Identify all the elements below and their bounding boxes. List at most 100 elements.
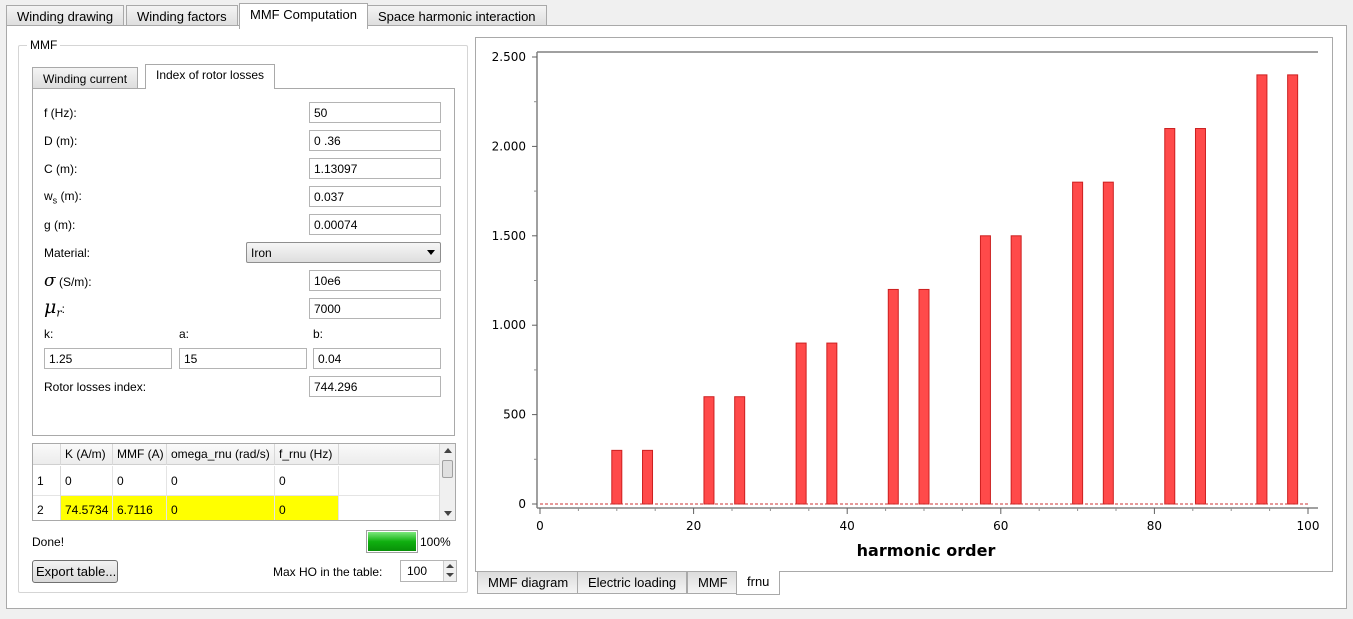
chart-bar <box>1194 128 1206 505</box>
progress-bar-fill <box>368 532 416 551</box>
chart-panel: 0 500 1.000 1.500 2.000 2.500 0 20 40 60 80 100 har… <box>475 37 1333 572</box>
table-cell[interactable]: 74.5734 <box>61 496 113 520</box>
max-ho-label: Max HO in the table: <box>273 565 383 579</box>
chart-bar <box>1287 74 1299 505</box>
chart-bar <box>887 288 899 505</box>
tab-electric-loading[interactable]: Electric loading <box>577 572 688 594</box>
row-header: 1 <box>33 466 61 496</box>
table-cell[interactable]: 0 <box>113 466 167 496</box>
d-input[interactable]: 0 .36 <box>309 130 441 151</box>
rotor-losses-index-output: 744.296 <box>309 376 441 397</box>
chart-bar <box>826 342 838 505</box>
col-header-k[interactable]: K (A/m) <box>61 444 113 465</box>
table-header: K (A/m) MMF (A) omega_rnu (rad/s) f_rnu … <box>33 444 441 465</box>
tab-frnu[interactable]: frnu <box>736 571 781 595</box>
rotor-losses-index-label: Rotor losses index: <box>44 380 147 394</box>
chart-bar <box>703 396 715 505</box>
b-label: b: <box>313 327 324 341</box>
c-input[interactable]: 1.13097 <box>309 158 441 179</box>
chart-bar <box>1010 235 1022 505</box>
scroll-down-icon[interactable] <box>444 511 452 516</box>
spin-buttons[interactable] <box>443 561 456 581</box>
f-label: f (Hz): <box>44 106 77 120</box>
table-cell[interactable]: 0 <box>61 466 113 496</box>
spin-up-icon[interactable] <box>446 564 454 568</box>
tab-mmf[interactable]: MMF <box>687 572 739 594</box>
chart-bar <box>979 235 991 505</box>
k-input[interactable]: 1.25 <box>44 348 172 369</box>
f-input[interactable]: 50 <box>309 102 441 123</box>
chart-bar <box>611 449 623 505</box>
table-corner <box>33 444 61 465</box>
chart-bar <box>918 288 930 505</box>
a-input[interactable]: 15 <box>179 348 307 369</box>
tab-mmf-diagram[interactable]: MMF diagram <box>477 572 580 594</box>
col-header-frnu[interactable]: f_rnu (Hz) <box>275 444 339 465</box>
chart-bar <box>642 449 654 505</box>
export-table-button[interactable]: Export table... <box>32 560 118 583</box>
chart-bars <box>611 74 1299 505</box>
x-tick-label: 80 <box>1147 519 1162 533</box>
g-input[interactable]: 0.00074 <box>309 214 441 235</box>
ws-label: ws (m): <box>44 189 82 205</box>
tab-space-harmonic-interaction[interactable]: Space harmonic interaction <box>367 5 547 27</box>
max-ho-value: 100 <box>407 564 428 578</box>
a-label: a: <box>179 327 190 341</box>
g-label: g (m): <box>44 218 76 232</box>
col-header-mmf[interactable]: MMF (A) <box>113 444 167 465</box>
sigma-label-rest: (S/m): <box>55 275 92 289</box>
ws-label-rest: (m): <box>57 189 82 203</box>
material-select-value: Iron <box>251 246 272 260</box>
y-tick-label: 2.500 <box>492 50 526 64</box>
tab-index-of-rotor-losses[interactable]: Index of rotor losses <box>145 64 276 89</box>
progress-label: 100% <box>420 535 451 549</box>
c-label: C (m): <box>44 162 78 176</box>
col-header-omega[interactable]: omega_rnu (rad/s) <box>167 444 275 465</box>
table-row[interactable]: 1 0 0 0 0 <box>33 466 441 496</box>
mu-input[interactable]: 7000 <box>309 298 441 319</box>
mu-label-rest: : <box>61 302 65 316</box>
chart-axes: 0 500 1.000 1.500 2.000 2.500 0 20 40 60 80 100 <box>492 50 1320 533</box>
y-tick-label: 500 <box>503 408 526 422</box>
row-header: 2 <box>33 496 61 520</box>
tab-winding-drawing[interactable]: Winding drawing <box>6 5 125 27</box>
y-tick-label: 1.000 <box>492 318 526 332</box>
chart-bar <box>734 396 746 505</box>
scrollbar-thumb[interactable] <box>442 460 453 478</box>
y-tick-label: 2.000 <box>492 139 526 153</box>
ws-input[interactable]: 0.037 <box>309 186 441 207</box>
chart-bar <box>1164 128 1176 505</box>
mu-label: μr: <box>44 296 65 319</box>
table-cell[interactable]: 0 <box>167 496 275 520</box>
table-cell[interactable]: 6.7116 <box>113 496 167 520</box>
mu-sub: r <box>56 306 62 320</box>
ws-label-sub: s <box>52 195 58 206</box>
frnu-chart: 0 500 1.000 1.500 2.000 2.500 0 20 40 60 80 100 har… <box>492 50 1320 560</box>
material-select[interactable]: Iron <box>246 242 441 263</box>
table-cell[interactable]: 0 <box>167 466 275 496</box>
spin-down-icon[interactable] <box>446 573 454 577</box>
tab-winding-factors[interactable]: Winding factors <box>126 5 238 27</box>
scroll-up-icon[interactable] <box>444 448 452 453</box>
sigma-input[interactable]: 10e6 <box>309 270 441 291</box>
sigma-symbol: σ <box>44 271 56 291</box>
x-axis-label: harmonic order <box>857 541 996 560</box>
tab-winding-current[interactable]: Winding current <box>32 67 139 89</box>
y-tick-label: 1.500 <box>492 229 526 243</box>
b-input[interactable]: 0.04 <box>313 348 441 369</box>
chevron-down-icon <box>427 250 435 255</box>
chart-bar <box>1256 74 1268 505</box>
table-cell[interactable]: 0 <box>275 496 339 520</box>
results-table[interactable]: K (A/m) MMF (A) omega_rnu (rad/s) f_rnu … <box>32 443 456 521</box>
sigma-label: σ (S/m): <box>44 271 92 291</box>
y-tick-label: 0 <box>518 497 526 511</box>
table-cell[interactable]: 0 <box>275 466 339 496</box>
chart-bar <box>795 342 807 505</box>
max-ho-spinbox[interactable]: 100 <box>400 560 457 582</box>
progress-bar <box>366 530 418 553</box>
table-row[interactable]: 2 74.5734 6.7116 0 0 <box>33 496 441 520</box>
table-vertical-scrollbar[interactable] <box>439 444 455 520</box>
k-label: k: <box>44 327 54 341</box>
tab-mmf-computation[interactable]: MMF Computation <box>239 3 368 29</box>
mmf-group-title: MMF <box>27 38 61 52</box>
